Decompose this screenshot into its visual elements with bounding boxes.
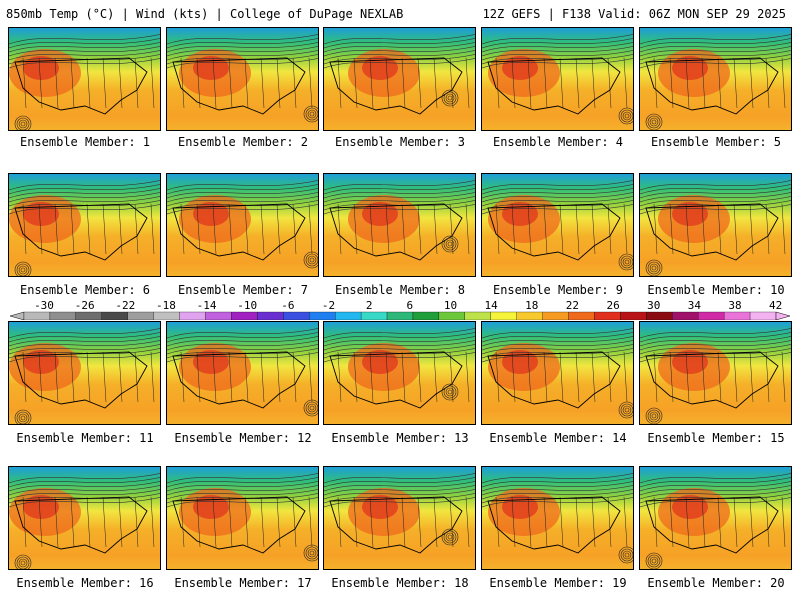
ensemble-member-label: Ensemble Member: 14: [489, 431, 627, 445]
colorbar-swatch: [646, 311, 673, 320]
ensemble-member-label: Ensemble Member: 2: [177, 135, 309, 149]
colorbar-tick-label: 34: [688, 300, 702, 312]
colorbar-swatch: [438, 311, 465, 320]
ensemble-member-label: Ensemble Member: 15: [647, 431, 785, 445]
colorbar-swatch: [309, 311, 336, 320]
ensemble-member-label: Ensemble Member: 7: [177, 283, 309, 297]
colorbar-tick-label: 42: [769, 300, 782, 312]
colorbar-tick-label: -2: [322, 300, 335, 312]
ensemble-member-map: [639, 27, 792, 131]
colorbar-tick-label: -26: [75, 300, 95, 312]
colorbar-tick-label: 14: [485, 300, 499, 312]
colorbar-swatch: [672, 311, 699, 320]
colorbar-tick-label: 18: [525, 300, 538, 312]
colorbar-swatch: [205, 311, 232, 320]
colorbar-swatch: [464, 311, 491, 320]
ensemble-member-map: [639, 321, 792, 425]
colorbar-tick-label: 6: [407, 300, 414, 312]
ensemble-member-map: [481, 466, 634, 570]
ensemble-member-label: Ensemble Member: 20: [647, 576, 785, 590]
ensemble-member-map: [639, 173, 792, 277]
colorbar-tick-label: -6: [281, 300, 294, 312]
colorbar-tick-label: -14: [197, 300, 217, 312]
ensemble-member-map: [166, 321, 319, 425]
colorbar-swatch: [723, 311, 751, 320]
ensemble-member-map: [166, 173, 319, 277]
colorbar-swatch: [360, 311, 388, 320]
ensemble-member-map: [481, 27, 634, 131]
colorbar-swatch: [698, 311, 725, 320]
ensemble-member-label: Ensemble Member: 1: [19, 135, 151, 149]
ensemble-member-label: Ensemble Member: 19: [489, 576, 627, 590]
ensemble-member-map: [8, 321, 161, 425]
ensemble-member-label: Ensemble Member: 17: [174, 576, 312, 590]
colorbar-swatch: [75, 311, 102, 320]
ensemble-member-label: Ensemble Member: 16: [16, 576, 154, 590]
ensemble-member-label: Ensemble Member: 4: [492, 135, 624, 149]
ensemble-member-map: [639, 466, 792, 570]
colorbar-swatch: [23, 311, 51, 320]
ensemble-member-map: [8, 466, 161, 570]
colorbar-swatch: [127, 311, 154, 320]
colorbar-tick-label: 38: [728, 300, 741, 312]
ensemble-member-map: [323, 173, 476, 277]
ensemble-member-map: [8, 27, 161, 131]
ensemble-member-map: [323, 27, 476, 131]
colorbar-tick-label: 10: [444, 300, 457, 312]
ensemble-member-label: Ensemble Member: 12: [174, 431, 312, 445]
colorbar-swatch: [49, 311, 77, 320]
colorbar-swatch: [568, 311, 595, 320]
map-title: 850mb Temp (°C) | Wind (kts) | College o…: [6, 7, 404, 21]
ensemble-member-label: Ensemble Member: 5: [650, 135, 782, 149]
colorbar-tick-label: 30: [647, 300, 660, 312]
ensemble-member-map: [8, 173, 161, 277]
temperature-colorbar: -30 -26 -22 -18 -14 -10 -6 -2 2 6 10 14 18 22 26 30 34 38…: [10, 300, 790, 320]
colorbar-swatch: [179, 311, 206, 320]
colorbar-swatch: [257, 311, 284, 320]
colorbar-swatch: [542, 311, 569, 320]
colorbar-tick-label: -18: [156, 300, 176, 312]
colorbar-swatch: [516, 311, 543, 320]
colorbar-tick-label: -10: [237, 300, 257, 312]
ensemble-member-map: [166, 27, 319, 131]
colorbar-swatch: [594, 311, 621, 320]
colorbar-tick-label: 2: [366, 300, 373, 312]
ensemble-member-label: Ensemble Member: 9: [492, 283, 624, 297]
colorbar-swatch: [101, 311, 128, 320]
colorbar-swatch: [620, 311, 647, 320]
ensemble-member-label: Ensemble Member: 13: [331, 431, 469, 445]
colorbar-max-arrow: [775, 311, 790, 320]
ensemble-member-map: [481, 173, 634, 277]
colorbar-swatch: [412, 311, 440, 320]
colorbar-swatch: [153, 311, 180, 320]
ensemble-member-label: Ensemble Member: 11: [16, 431, 154, 445]
colorbar-swatch: [490, 311, 517, 320]
colorbar-swatch: [749, 311, 777, 320]
ensemble-member-label: Ensemble Member: 8: [334, 283, 466, 297]
ensemble-member-label: Ensemble Member: 10: [647, 283, 785, 297]
run-valid-time: 12Z GEFS | F138 Valid: 06Z MON SEP 29 20…: [482, 7, 786, 21]
colorbar-min-arrow: [10, 311, 25, 320]
ensemble-member-map: [323, 466, 476, 570]
colorbar-swatch: [386, 311, 414, 320]
colorbar-swatch: [335, 311, 362, 320]
colorbar-tick-label: 22: [566, 300, 579, 312]
ensemble-member-map: [323, 321, 476, 425]
colorbar-tick-label: -30: [34, 300, 54, 312]
colorbar-swatch: [283, 311, 310, 320]
ensemble-member-label: Ensemble Member: 3: [334, 135, 466, 149]
ensemble-member-map: [481, 321, 634, 425]
colorbar-tick-label: -22: [115, 300, 135, 312]
ensemble-member-map: [166, 466, 319, 570]
ensemble-member-label: Ensemble Member: 18: [331, 576, 469, 590]
colorbar-tick-label: 26: [606, 300, 619, 312]
ensemble-member-label: Ensemble Member: 6: [19, 283, 151, 297]
colorbar-swatch: [231, 311, 258, 320]
